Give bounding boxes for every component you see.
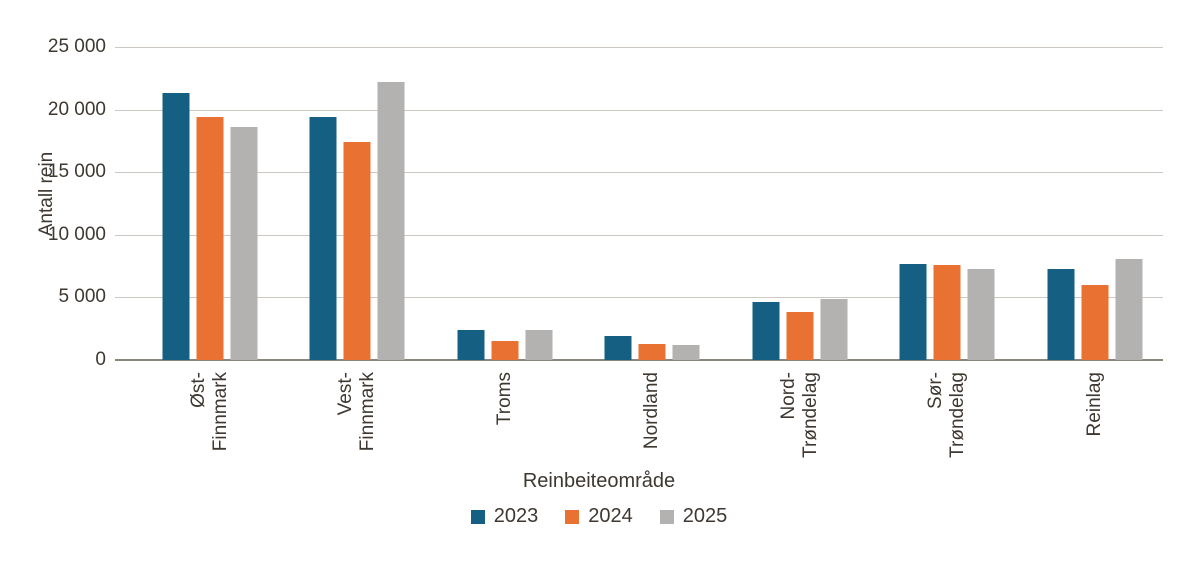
bar-group	[752, 47, 848, 360]
bar-2024	[786, 312, 814, 360]
bar-group	[457, 47, 553, 360]
plot-area	[115, 47, 1163, 361]
legend-label: 2023	[493, 505, 539, 527]
y-tick-label: 20 000	[47, 98, 106, 120]
bar-2024	[638, 343, 666, 360]
bar-group	[162, 47, 258, 360]
bar-group	[899, 47, 995, 360]
bar-2024	[343, 142, 371, 360]
gridline	[115, 234, 1163, 236]
x-category-label: Vest- Finnmark	[335, 372, 462, 451]
x-axis-category-labels: Øst- Finnmark Vest- Finnmark Troms Nordland…	[115, 372, 1163, 482]
x-category-label-text: Nord- Trøndelag	[777, 372, 821, 458]
legend-swatch-2024	[565, 509, 580, 524]
x-category-label-text: Sør- Trøndelag	[925, 372, 969, 458]
bar-group	[309, 47, 405, 360]
bar-2025	[1115, 258, 1143, 360]
x-category-label-text: Vest- Finnmark	[335, 372, 379, 452]
bar-2025	[967, 268, 995, 360]
bar-2024	[1081, 284, 1109, 360]
legend-label: 2024	[588, 505, 633, 527]
x-category-label-text: Øst- Finnmark	[187, 372, 231, 452]
bar-group	[604, 47, 700, 360]
x-category-label: Øst- Finnmark	[188, 372, 315, 451]
bar-2023	[604, 336, 632, 360]
x-category-label-text: Reinlag	[1083, 372, 1105, 437]
x-category-label: Troms	[494, 372, 610, 425]
y-axis-tick-labels: 25 000 20 000 15 000 10 000 5 000 0	[0, 36, 106, 370]
bar-2025	[230, 127, 258, 360]
x-axis-line	[115, 359, 1163, 361]
legend-item: 2024	[565, 505, 633, 528]
legend-swatch-2025	[659, 509, 674, 524]
bar-group	[1047, 47, 1143, 360]
bar-2024	[196, 117, 224, 360]
bar-2025	[525, 329, 553, 360]
gridline	[115, 47, 1163, 48]
legend-swatch-2023	[470, 509, 485, 524]
x-category-label-text: Troms	[493, 372, 515, 426]
gridline	[115, 297, 1163, 299]
legend: 2023 2024 2025	[0, 505, 1198, 528]
bar-2023	[1047, 268, 1075, 360]
bar-2023	[162, 93, 190, 360]
legend-label: 2025	[682, 505, 728, 527]
x-category-label-text: Nordland	[641, 372, 663, 450]
legend-item: 2025	[659, 505, 728, 528]
x-axis-title: Reinbeiteområde	[522, 470, 676, 492]
y-tick-label: 5 000	[58, 286, 106, 308]
bar-2023	[457, 329, 485, 360]
bar-2025	[820, 298, 848, 360]
gridline	[115, 172, 1163, 174]
x-category-label: Reinlag	[1084, 372, 1198, 436]
legend-item: 2023	[470, 505, 539, 528]
bar-2023	[309, 117, 337, 360]
y-tick-label: 15 000	[47, 161, 106, 183]
bar-2025	[672, 344, 700, 360]
bar-2023	[752, 302, 780, 360]
y-tick-label: 0	[95, 349, 106, 370]
gridline	[115, 109, 1163, 111]
bar-2023	[899, 263, 927, 360]
y-tick-label: 25 000	[47, 36, 106, 57]
y-tick-label: 10 000	[47, 223, 106, 245]
bar-2025	[377, 82, 405, 360]
bar-2024	[491, 341, 519, 360]
bar-2024	[933, 264, 961, 360]
x-category-label: Sør- Trøndelag	[925, 372, 1052, 458]
x-category-label: Nordland	[641, 372, 757, 449]
x-category-label: Nord- Trøndelag	[778, 372, 905, 458]
